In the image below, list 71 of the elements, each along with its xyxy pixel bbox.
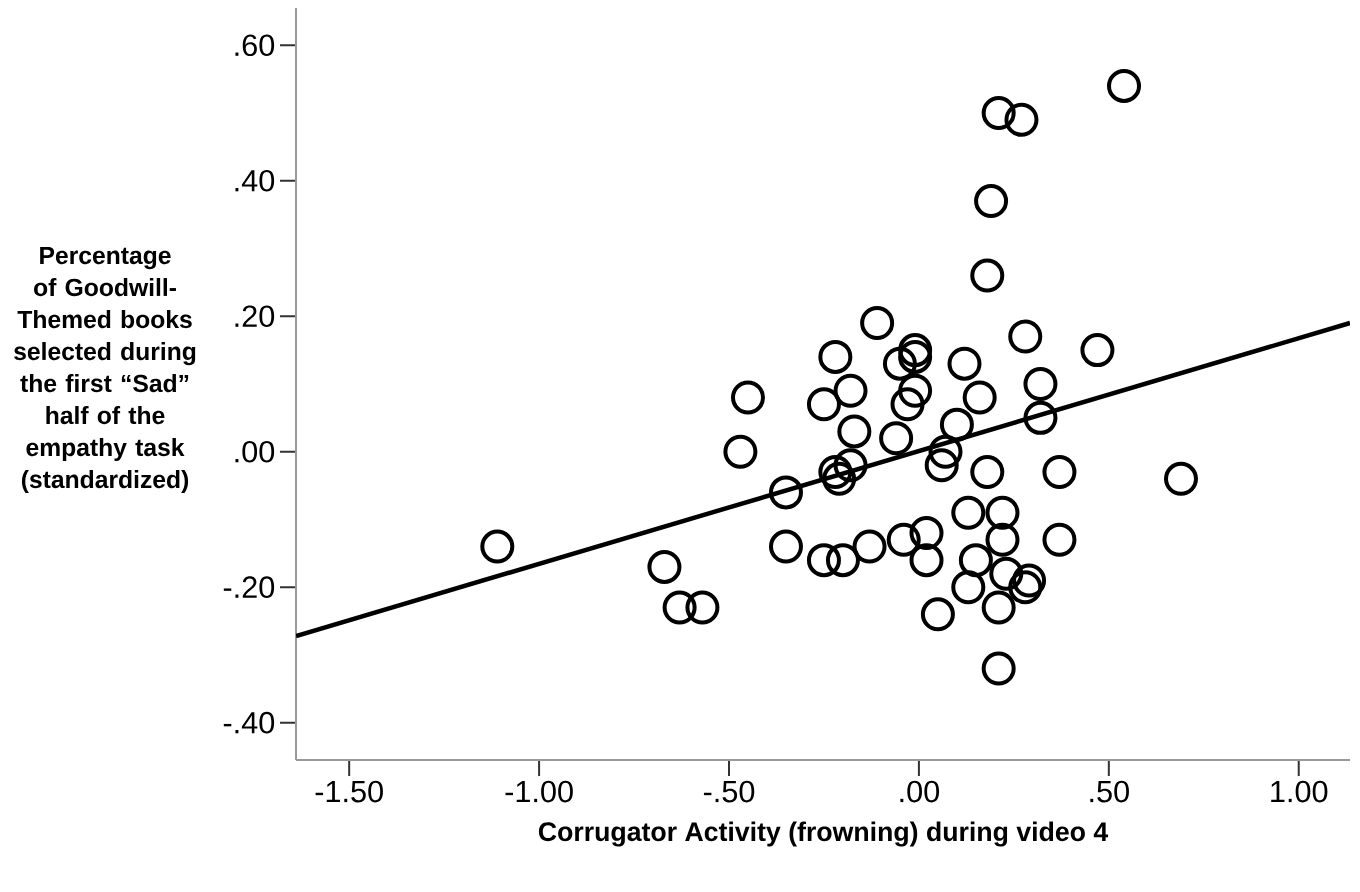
point [890, 387, 925, 422]
point [662, 590, 697, 625]
point [833, 448, 868, 483]
point [882, 346, 917, 381]
point [962, 380, 997, 415]
y-tick-label: .20 [235, 305, 275, 328]
point [909, 516, 944, 551]
point [1042, 455, 1077, 490]
point [898, 339, 933, 374]
point [480, 529, 515, 564]
point [989, 556, 1024, 591]
x-tick-label: -1.50 [315, 780, 383, 803]
point [970, 455, 1005, 490]
point [806, 543, 841, 578]
point [822, 461, 857, 496]
point [886, 522, 921, 557]
point [1163, 461, 1198, 496]
point [1004, 102, 1039, 137]
point [852, 529, 887, 564]
point [981, 96, 1016, 130]
point [928, 434, 963, 469]
point [981, 590, 1016, 625]
point [879, 421, 914, 456]
y-tick-label: .60 [235, 34, 275, 57]
x-tick-label: .50 [1090, 780, 1129, 803]
x-tick-label: 1.00 [1271, 780, 1328, 803]
point [951, 570, 986, 605]
point [909, 543, 944, 578]
point [1023, 366, 1058, 401]
x-tick-label: .00 [900, 780, 940, 803]
point [1008, 319, 1043, 354]
point [1008, 570, 1043, 605]
point [768, 475, 803, 510]
point [920, 597, 955, 632]
point [647, 549, 682, 584]
point [685, 590, 720, 625]
point [833, 373, 868, 408]
point [730, 380, 765, 415]
point [981, 651, 1016, 686]
point [1042, 522, 1077, 557]
point [1012, 563, 1047, 598]
x-axis-title: Corrugator Activity (frowning) during video 4 [538, 821, 1109, 847]
point [818, 455, 853, 490]
point [898, 373, 933, 408]
point [1080, 333, 1115, 368]
x-tick-label: -1.00 [505, 780, 573, 803]
point [985, 495, 1020, 530]
point [1107, 68, 1142, 103]
point [970, 258, 1005, 293]
point [939, 407, 974, 442]
point [818, 339, 853, 374]
point [947, 346, 982, 381]
point [806, 387, 841, 422]
point [1023, 400, 1058, 435]
point [974, 184, 1009, 219]
point [958, 543, 993, 578]
point [924, 448, 959, 483]
y-tick-label: -.40 [223, 711, 275, 734]
point [985, 522, 1020, 557]
point [768, 529, 803, 564]
y-axis-title: Percentage of Goodwill-Themed books selected during the first “Sad” half of the empathy task (standardized) [14, 246, 196, 494]
point [723, 434, 758, 469]
point [951, 495, 986, 530]
point [898, 333, 933, 368]
point [825, 543, 860, 578]
y-tick-label: .40 [235, 169, 275, 192]
x-tick-label: -.50 [703, 780, 755, 803]
y-tick-label: .00 [235, 440, 275, 463]
point [860, 306, 895, 341]
y-tick-label: -.20 [223, 576, 275, 599]
point [837, 414, 872, 449]
